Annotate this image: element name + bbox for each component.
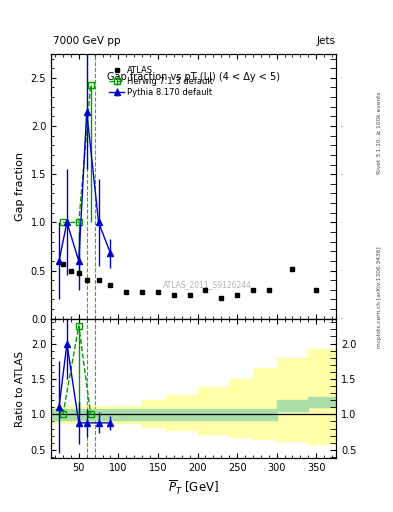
Text: Jets: Jets — [316, 36, 335, 46]
ATLAS — [68, 267, 73, 273]
ATLAS — [108, 282, 113, 288]
Y-axis label: Ratio to ATLAS: Ratio to ATLAS — [15, 350, 25, 426]
Text: mcplots.cern.ch [arXiv:1306.3436]: mcplots.cern.ch [arXiv:1306.3436] — [377, 246, 382, 348]
ATLAS — [314, 287, 319, 293]
ATLAS — [76, 269, 81, 275]
Text: Gap fraction vs pT (LJ) (4 < Δy < 5): Gap fraction vs pT (LJ) (4 < Δy < 5) — [107, 72, 280, 82]
Y-axis label: Gap fraction: Gap fraction — [15, 152, 25, 221]
ATLAS — [235, 292, 239, 298]
ATLAS — [96, 277, 101, 283]
ATLAS — [124, 289, 129, 295]
ATLAS — [187, 292, 192, 298]
ATLAS — [84, 277, 89, 283]
Text: Rivet 3.1.10, ≥ 100k events: Rivet 3.1.10, ≥ 100k events — [377, 92, 382, 175]
ATLAS — [266, 287, 271, 293]
ATLAS — [140, 289, 145, 295]
ATLAS — [219, 294, 224, 301]
ATLAS — [251, 287, 255, 293]
ATLAS — [171, 292, 176, 298]
ATLAS — [156, 289, 160, 295]
Line: ATLAS: ATLAS — [61, 262, 319, 300]
ATLAS — [61, 261, 65, 267]
ATLAS — [290, 266, 295, 272]
Legend: ATLAS, Herwig 7.1.3 default, Pythia 8.170 default: ATLAS, Herwig 7.1.3 default, Pythia 8.17… — [107, 63, 216, 99]
Text: 7000 GeV pp: 7000 GeV pp — [53, 36, 121, 46]
ATLAS — [203, 287, 208, 293]
X-axis label: $\overline{P}_T$ [GeV]: $\overline{P}_T$ [GeV] — [168, 479, 219, 497]
Text: ATLAS_2011_S9126244: ATLAS_2011_S9126244 — [163, 280, 252, 289]
